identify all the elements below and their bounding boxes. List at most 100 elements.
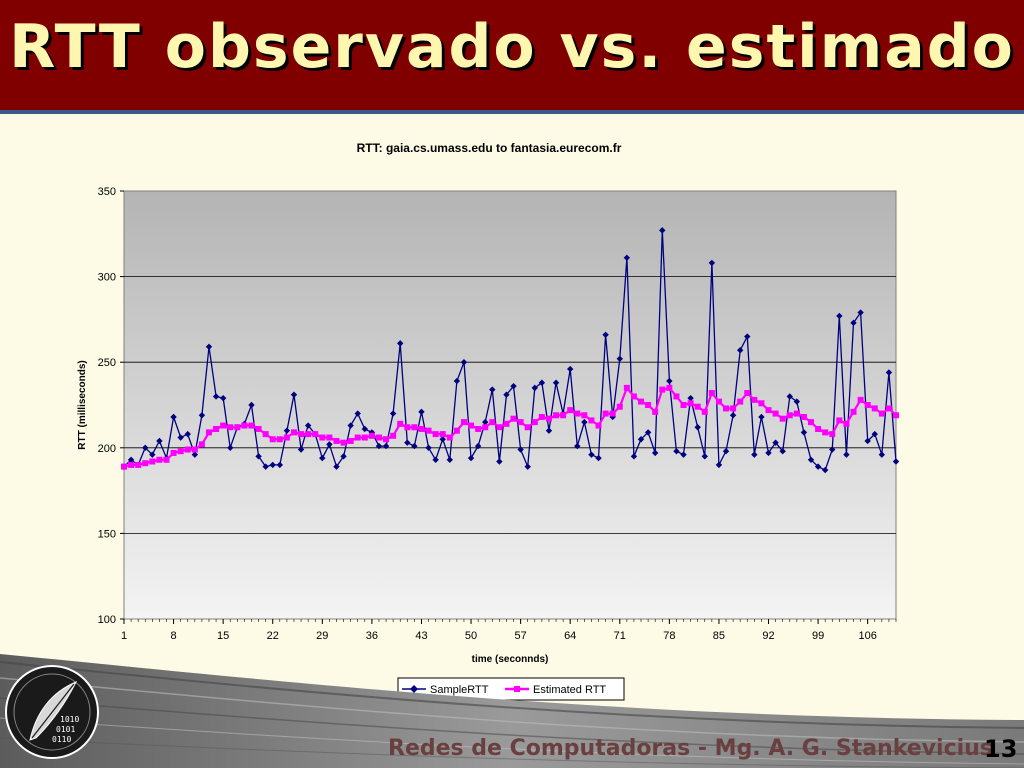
sample-rtt-point [411, 442, 418, 450]
sample-rtt-point [602, 331, 609, 339]
estimated-rtt-point [269, 436, 276, 443]
sample-rtt-point [177, 434, 184, 441]
estimated-rtt-point [857, 396, 864, 403]
sample-rtt-point [581, 418, 588, 426]
y-tick-label: 100 [98, 614, 116, 626]
estimated-rtt-point [673, 393, 680, 400]
series-layer [120, 227, 900, 474]
sample-rtt-point [694, 424, 701, 431]
sample-rtt-point [758, 413, 765, 421]
sample-rtt-point [474, 442, 482, 450]
estimated-rtt-point [630, 393, 637, 400]
sample-rtt-point [326, 441, 333, 448]
sample-rtt-point [871, 430, 878, 438]
sample-rtt-point [637, 436, 645, 443]
sample-rtt-point [807, 456, 815, 463]
sample-rtt-point [821, 466, 829, 474]
y-tick-label: 150 [98, 528, 116, 540]
estimated-rtt-point [446, 434, 453, 441]
sample-rtt-point [453, 377, 461, 385]
estimated-rtt-point [227, 424, 234, 431]
x-tick-label: 85 [713, 630, 725, 642]
sample-rtt-point [567, 365, 574, 373]
estimated-rtt-point [135, 461, 142, 468]
rtt-chart: RTT: gaia.cs.umass.edu to fantasia.eurec… [77, 141, 900, 701]
y-tick-label: 300 [98, 272, 116, 284]
sample-rtt-point [212, 393, 220, 400]
sample-rtt-point [687, 394, 694, 402]
estimated-rtt-point [765, 407, 772, 414]
estimated-rtt-point [213, 425, 220, 432]
sample-rtt-point [425, 444, 432, 451]
estimated-rtt-point [503, 420, 510, 427]
estimated-rtt-point [623, 384, 630, 391]
estimated-rtt-point [680, 402, 687, 408]
x-tick-label: 8 [171, 630, 177, 642]
sample-rtt-point [814, 463, 822, 470]
sample-rtt-point [446, 456, 453, 463]
sample-rtt-point [205, 343, 213, 350]
sample-rtt-point [276, 461, 284, 469]
estimated-rtt-point [545, 415, 552, 422]
estimated-rtt-point [574, 410, 581, 417]
sample-rtt-point [361, 425, 369, 433]
estimated-rtt-point [262, 431, 269, 438]
sample-rtt-point [800, 429, 808, 436]
estimated-rtt-point [418, 425, 425, 432]
estimated-rtt-point [340, 439, 347, 446]
estimated-rtt-point [744, 390, 751, 397]
sample-rtt-point [765, 449, 772, 457]
x-tick-label: 15 [217, 630, 229, 642]
sample-rtt-point [304, 422, 312, 429]
sample-rtt-point [673, 448, 680, 455]
sample-rtt-point [142, 444, 149, 451]
legend-marker-estimated [514, 686, 520, 692]
estimated-rtt-point [815, 425, 822, 432]
sample-rtt-point [680, 451, 687, 458]
estimated-rtt-point [482, 424, 489, 431]
sample-rtt-point [283, 427, 291, 434]
sample-rtt-point [715, 461, 723, 469]
estimated-rtt-point [283, 434, 290, 441]
sample-rtt-point [170, 413, 177, 421]
plot-area [123, 190, 897, 620]
sample-rtt-point [503, 391, 510, 398]
estimated-rtt-point [149, 458, 156, 465]
estimated-rtt-point [878, 410, 885, 417]
estimated-rtt-point [609, 410, 616, 417]
estimated-rtt-point [475, 425, 482, 432]
sample-rtt-point [722, 448, 730, 455]
sample-rtt-point [644, 429, 652, 436]
estimated-rtt-point [397, 420, 404, 427]
estimated-rtt-point [290, 429, 297, 436]
estimated-rtt-point [191, 446, 198, 453]
estimated-rtt-point [468, 422, 475, 429]
sample-rtt-point [467, 454, 475, 462]
chart-title: RTT: gaia.cs.umass.edu to fantasia.eurec… [357, 141, 622, 155]
sample-rtt-point [333, 463, 340, 470]
x-tick-label: 57 [514, 630, 526, 642]
legend: SampleRTT Estimated RTT [397, 677, 625, 701]
sample-rtt-point [751, 451, 758, 458]
estimated-rtt-point [198, 441, 205, 448]
sample-rtt-point [588, 451, 595, 458]
y-tick-label: 350 [98, 186, 116, 198]
estimated-rtt-point [687, 400, 694, 407]
x-tick-label: 50 [465, 630, 477, 642]
sample-rtt-point [482, 418, 489, 426]
sample-rtt-point [843, 451, 850, 458]
estimated-rtt-point [808, 419, 815, 426]
estimated-rtt-point [517, 419, 524, 426]
estimated-rtt-point [800, 413, 807, 420]
sample-rtt-point [545, 427, 553, 434]
sample-rtt-point [227, 444, 234, 451]
sample-rtt-point [198, 412, 206, 419]
sample-rtt-point [340, 453, 347, 460]
title-bar [0, 0, 1024, 110]
sample-rtt-point [836, 312, 843, 320]
estimated-rtt-point [829, 431, 836, 438]
sample-rtt-point [319, 454, 326, 462]
sample-rtt-point [517, 446, 524, 453]
estimated-rtt-point [538, 413, 545, 420]
estimated-rtt-point [553, 412, 560, 419]
